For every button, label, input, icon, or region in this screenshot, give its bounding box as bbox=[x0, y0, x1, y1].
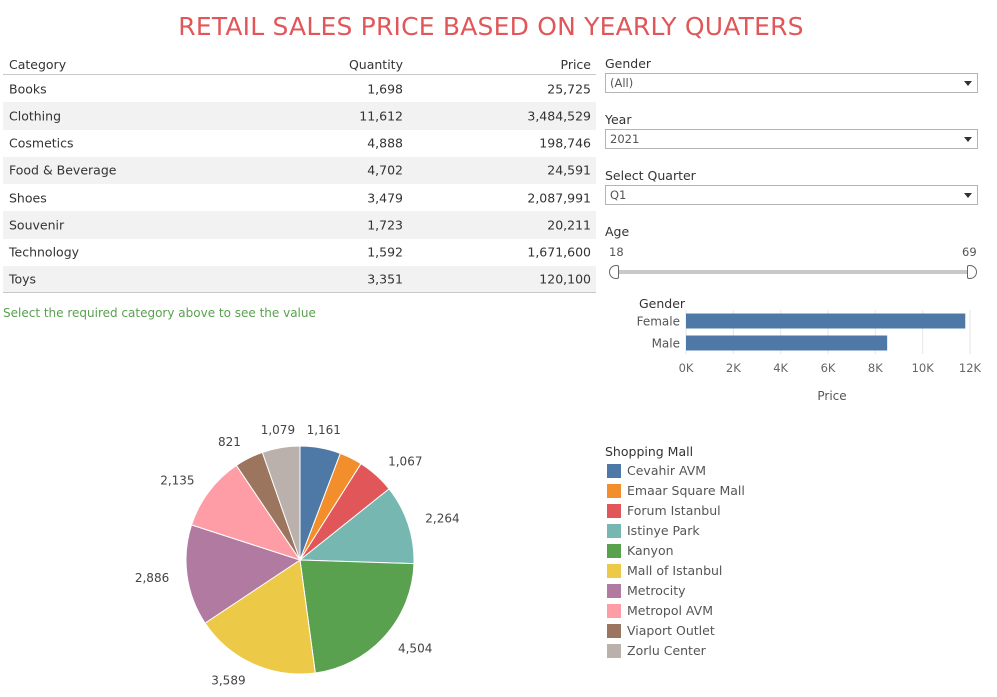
table-row[interactable]: Souvenir 1,723 20,211 bbox=[3, 211, 596, 239]
legend-swatch bbox=[607, 544, 621, 558]
chevron-down-icon bbox=[964, 193, 972, 198]
table-row[interactable]: Food & Beverage 4,702 24,591 bbox=[3, 156, 596, 184]
legend-label: Cevahir AVM bbox=[627, 463, 707, 478]
year-filter-label: Year bbox=[605, 112, 632, 127]
table-row[interactable]: Shoes 3,479 2,087,991 bbox=[3, 184, 596, 211]
cell-quantity: 3,479 bbox=[367, 190, 403, 206]
cell-price: 198,746 bbox=[539, 135, 591, 151]
cell-price: 25,725 bbox=[547, 81, 591, 97]
cell-category: Clothing bbox=[9, 108, 62, 124]
age-slider-max-handle[interactable] bbox=[967, 265, 977, 279]
year-filter-dropdown[interactable]: 2021 bbox=[605, 129, 978, 149]
pie-value-label: 1,079 bbox=[261, 423, 295, 437]
cell-price: 2,087,991 bbox=[527, 190, 591, 206]
pie-value-label: 2,135 bbox=[160, 474, 194, 488]
pie-slice-zorlu-center[interactable] bbox=[261, 445, 301, 561]
pie-value-label: 2,886 bbox=[135, 571, 169, 585]
age-slider-min-handle[interactable] bbox=[609, 265, 619, 279]
cell-category: Books bbox=[9, 81, 47, 97]
cell-quantity: 4,888 bbox=[367, 135, 403, 151]
quarter-filter-dropdown[interactable]: Q1 bbox=[605, 185, 978, 205]
cell-price: 3,484,529 bbox=[527, 108, 591, 124]
header-quantity[interactable]: Quantity bbox=[348, 57, 403, 72]
legend-swatch bbox=[607, 484, 621, 498]
legend-swatch bbox=[607, 464, 621, 478]
cell-price: 1,671,600 bbox=[527, 244, 591, 260]
legend-label: Kanyon bbox=[627, 543, 674, 558]
legend-label: Forum Istanbul bbox=[627, 503, 721, 518]
cell-quantity: 1,698 bbox=[367, 81, 403, 97]
gender-filter-label: Gender bbox=[605, 56, 652, 71]
cell-category: Cosmetics bbox=[9, 135, 74, 151]
table-row[interactable]: Clothing 11,612 3,484,529 bbox=[3, 102, 596, 130]
cell-category: Toys bbox=[9, 271, 37, 287]
legend-label: Mall of Istanbul bbox=[627, 563, 723, 578]
cell-quantity: 3,351 bbox=[367, 271, 403, 287]
pie-value-label: 3,589 bbox=[211, 673, 245, 687]
legend-swatch bbox=[607, 504, 621, 518]
header-price[interactable]: Price bbox=[560, 57, 592, 72]
table-row[interactable]: Technology 1,592 1,671,600 bbox=[3, 239, 596, 266]
legend-swatch bbox=[607, 624, 621, 638]
header-category[interactable]: Category bbox=[9, 57, 67, 72]
age-slider-track[interactable] bbox=[611, 270, 974, 274]
cell-quantity: 11,612 bbox=[359, 108, 403, 124]
table-row[interactable]: Toys 3,351 120,100 bbox=[3, 265, 596, 293]
table-row[interactable]: Cosmetics 4,888 198,746 bbox=[3, 130, 596, 157]
pie-slices bbox=[185, 445, 415, 675]
pie-slice-istinye-park[interactable] bbox=[298, 488, 415, 565]
cell-category: Food & Beverage bbox=[9, 162, 117, 178]
gender-filter-value: (All) bbox=[610, 76, 634, 90]
cell-category: Technology bbox=[9, 244, 80, 260]
table-header: Category Quantity Price bbox=[3, 56, 596, 75]
pie-slice-metropol-avm[interactable] bbox=[190, 464, 302, 561]
legend-label: Viaport Outlet bbox=[627, 623, 715, 638]
table-row[interactable]: Books 1,698 25,725 bbox=[3, 75, 596, 102]
pie-slice-metrocity[interactable] bbox=[185, 524, 302, 624]
legend-swatch bbox=[607, 584, 621, 598]
age-filter-label: Age bbox=[605, 224, 630, 239]
cell-quantity: 1,592 bbox=[367, 244, 403, 260]
legend-label: Emaar Square Mall bbox=[627, 483, 745, 498]
chevron-down-icon bbox=[964, 137, 972, 142]
legend-label: Metrocity bbox=[627, 583, 686, 598]
cell-price: 20,211 bbox=[547, 217, 591, 233]
legend-label: Istinye Park bbox=[627, 523, 700, 538]
year-filter-value: 2021 bbox=[610, 132, 640, 146]
pie-slice-mall-of-istanbul[interactable] bbox=[204, 559, 316, 675]
hint-text: Select the required category above to se… bbox=[3, 306, 316, 320]
cell-quantity: 1,723 bbox=[367, 217, 403, 233]
pie-labels: 1,161 1,067 2,264 4,504 3,589 2,886 2,135 821 1,… bbox=[135, 423, 460, 687]
legend-title: Shopping Mall bbox=[605, 444, 694, 459]
quarter-filter-label: Select Quarter bbox=[605, 168, 696, 183]
pie-value-label: 1,067 bbox=[388, 455, 422, 469]
cell-price: 120,100 bbox=[539, 271, 591, 287]
pie-value-label: 1,161 bbox=[307, 423, 341, 437]
legend-swatch bbox=[607, 604, 621, 618]
pie-value-label: 821 bbox=[218, 435, 241, 449]
legend-label: Zorlu Center bbox=[627, 643, 706, 658]
cell-price: 24,591 bbox=[547, 162, 591, 178]
legend-swatch bbox=[607, 644, 621, 658]
pie-slice-kanyon[interactable] bbox=[299, 559, 415, 674]
bar-chart-title: Gender bbox=[639, 296, 686, 311]
gender-filter-dropdown[interactable]: (All) bbox=[605, 73, 978, 93]
legend-swatch bbox=[607, 524, 621, 538]
cell-category: Souvenir bbox=[9, 217, 65, 233]
age-min-value: 18 bbox=[609, 245, 624, 259]
cell-category: Shoes bbox=[9, 190, 47, 206]
legend-label: Metropol AVM bbox=[627, 603, 714, 618]
legend-swatch bbox=[607, 564, 621, 578]
category-table: Category Quantity Price Books 1,698 25,7… bbox=[3, 56, 596, 293]
cell-quantity: 4,702 bbox=[367, 162, 403, 178]
age-max-value: 69 bbox=[962, 245, 977, 259]
dashboard-title: RETAIL SALES PRICE BASED ON YEARLY QUATE… bbox=[178, 12, 804, 41]
quarter-filter-value: Q1 bbox=[610, 188, 627, 202]
pie-value-label: 4,504 bbox=[398, 641, 432, 655]
chevron-down-icon bbox=[964, 81, 972, 86]
pie-value-label: 2,264 bbox=[425, 511, 459, 525]
